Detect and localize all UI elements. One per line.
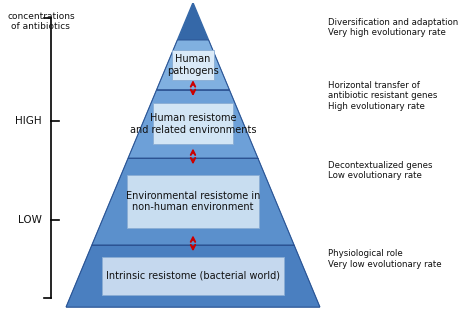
- FancyBboxPatch shape: [172, 50, 214, 80]
- Polygon shape: [66, 245, 320, 307]
- FancyBboxPatch shape: [127, 175, 259, 228]
- Text: HIGH: HIGH: [16, 116, 42, 126]
- Text: Decontextualized genes
Low evolutionary rate: Decontextualized genes Low evolutionary …: [328, 161, 433, 180]
- Text: Intrinsic resistome (bacterial world): Intrinsic resistome (bacterial world): [106, 271, 280, 281]
- Text: Physiological role
Very low evolutionary rate: Physiological role Very low evolutionary…: [328, 249, 442, 269]
- Text: concentrations
of antibiotics: concentrations of antibiotics: [7, 12, 74, 32]
- Polygon shape: [66, 3, 320, 307]
- Polygon shape: [92, 158, 294, 245]
- Text: LOW: LOW: [18, 215, 42, 225]
- Text: Human
pathogens: Human pathogens: [167, 54, 219, 76]
- Text: Diversification and adaptation
Very high evolutionary rate: Diversification and adaptation Very high…: [328, 18, 458, 37]
- Text: Environmental resistome in
non-human environment: Environmental resistome in non-human env…: [126, 191, 260, 212]
- Text: Human resistome
and related environments: Human resistome and related environments: [130, 113, 256, 135]
- Polygon shape: [128, 90, 258, 158]
- Text: Horizontal transfer of
antibiotic resistant genes
High evolutionary rate: Horizontal transfer of antibiotic resist…: [328, 81, 438, 111]
- Polygon shape: [157, 40, 229, 90]
- FancyBboxPatch shape: [102, 257, 284, 295]
- FancyBboxPatch shape: [153, 103, 233, 144]
